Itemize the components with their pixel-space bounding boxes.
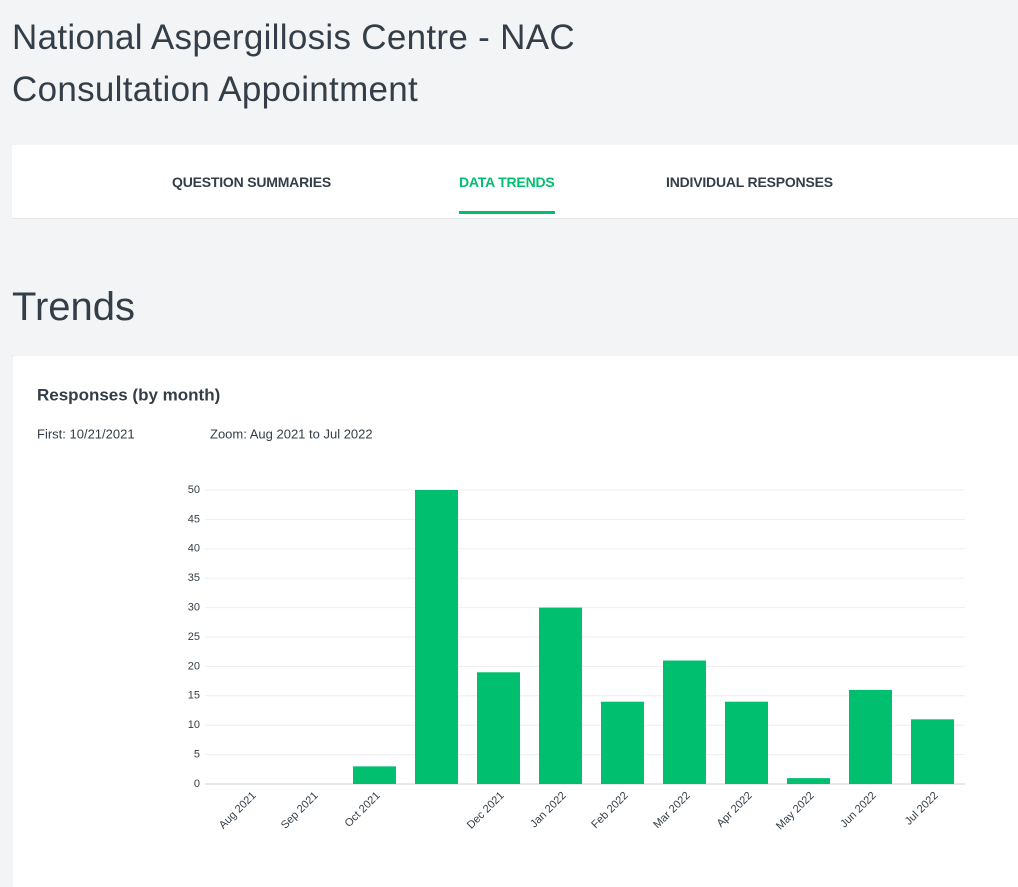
y-tick-label: 5 — [194, 749, 200, 761]
bar — [539, 607, 582, 784]
tab-bar: QUESTION SUMMARIES DATA TRENDS INDIVIDUA… — [12, 145, 1018, 219]
bar — [725, 701, 768, 784]
bar — [353, 766, 396, 784]
y-tick-label: 30 — [188, 602, 200, 614]
y-tick-label: 50 — [188, 484, 200, 496]
y-tick-label: 10 — [188, 719, 200, 731]
chart-title: Responses (by month) — [37, 385, 220, 404]
y-tick-label: 20 — [188, 660, 200, 672]
bar — [849, 689, 892, 784]
y-tick-label: 25 — [188, 631, 200, 643]
bar — [663, 660, 706, 784]
y-tick-label: 0 — [194, 778, 200, 790]
title-line: National Aspergillosis Centre - NAC — [12, 18, 575, 57]
tab[interactable]: INDIVIDUAL RESPONSES — [666, 174, 833, 190]
section-title: Trends — [12, 285, 136, 329]
y-tick-label: 45 — [188, 513, 200, 525]
tab[interactable]: QUESTION SUMMARIES — [172, 174, 331, 190]
bar — [601, 701, 644, 784]
y-tick-label: 40 — [188, 543, 200, 555]
bar — [911, 719, 954, 784]
bar — [477, 672, 520, 784]
chart-card: Responses (by month) First: 10/21/2021 Z… — [12, 355, 1018, 887]
bar — [787, 778, 830, 784]
chart-first: First: 10/21/2021 — [37, 426, 135, 441]
y-tick-label: 15 — [188, 690, 200, 702]
title-line: Consultation Appointment — [12, 70, 419, 109]
y-tick-label: 35 — [188, 572, 200, 584]
tab[interactable]: DATA TRENDS — [459, 174, 555, 214]
page-title: National Aspergillosis Centre - NAC Cons… — [12, 12, 575, 116]
chart-zoom: Zoom: Aug 2021 to Jul 2022 — [210, 426, 373, 441]
bar — [415, 490, 458, 784]
